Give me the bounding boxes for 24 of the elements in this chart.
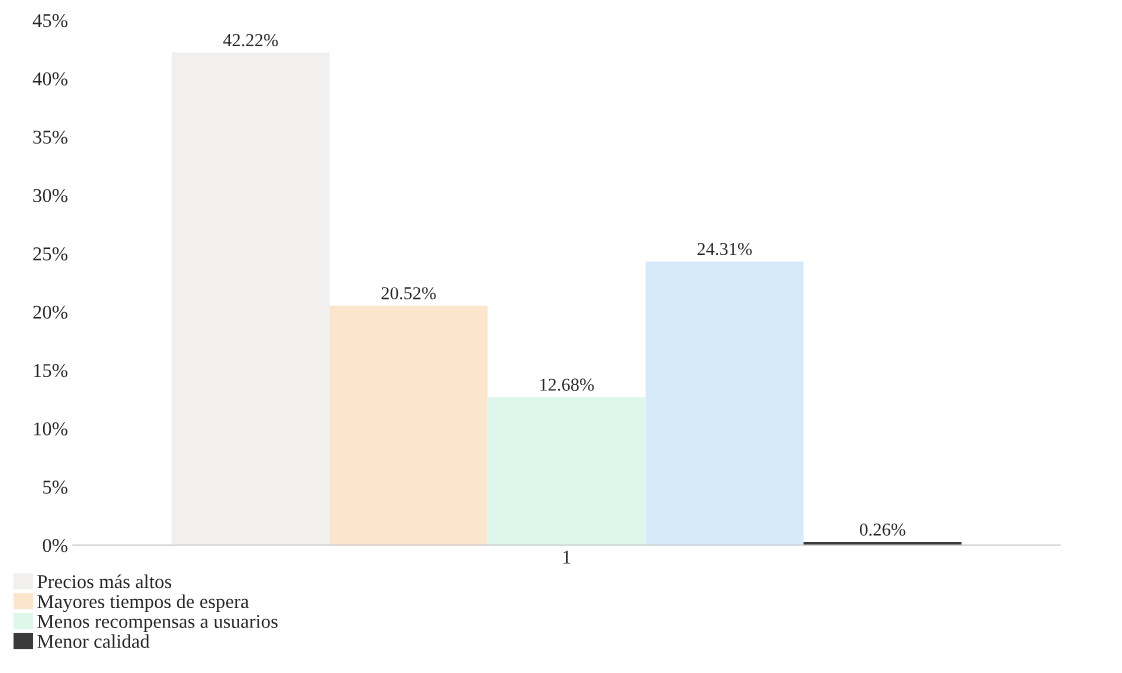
data-label: 20.52% — [381, 287, 436, 300]
y-tick-label: 15% — [34, 363, 68, 378]
bar — [171, 52, 330, 546]
x-tick-label: 1 — [563, 550, 571, 564]
legend-label: Menos recompensas a usuarios — [37, 614, 278, 632]
y-tick-label: 0% — [42, 538, 68, 553]
legend-label: Mayores tiempos de espera — [37, 594, 249, 613]
y-tick-label: 45% — [32, 14, 68, 28]
y-tick-label: 35% — [33, 130, 68, 144]
y-tick-label: 25% — [33, 247, 68, 261]
y-tick-label: 30% — [33, 188, 68, 203]
data-label: 12.68% — [540, 378, 594, 391]
bar — [329, 305, 488, 546]
y-tick-label: 20% — [33, 305, 68, 319]
bar — [487, 397, 646, 546]
y-tick-label: 10% — [34, 422, 68, 436]
data-label: 24.31% — [697, 242, 752, 256]
bar — [645, 261, 804, 546]
y-tick-label: 40% — [32, 72, 68, 86]
data-label: 0.26% — [859, 523, 906, 536]
data-label: 42.22% — [223, 33, 278, 47]
y-tick-label: 5% — [43, 480, 68, 494]
legend-label: Menor calidad — [37, 634, 150, 648]
legend-label: Precios más altos — [37, 574, 172, 589]
